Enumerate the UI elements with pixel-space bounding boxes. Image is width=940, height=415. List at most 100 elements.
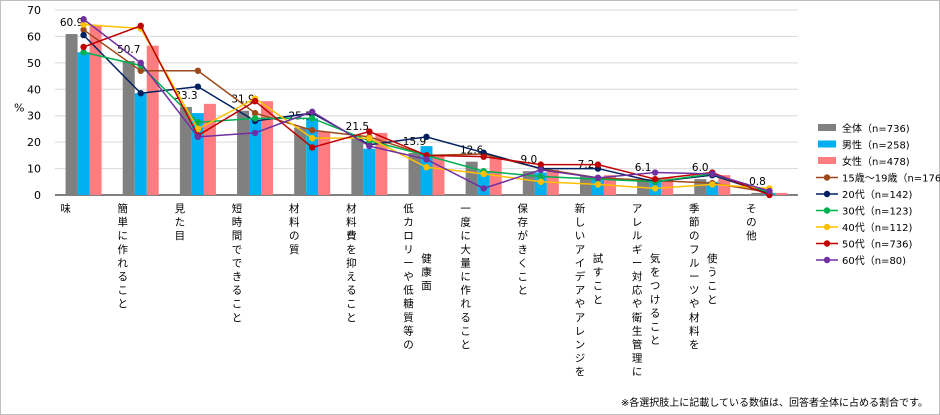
x-category-char: 気 [650, 252, 661, 265]
bar [89, 25, 102, 195]
x-category-char: 材 [289, 202, 300, 215]
legend-label: 15歳～19歳（n=176) [842, 173, 940, 185]
y-tick-label: 50 [27, 57, 41, 70]
bar [432, 155, 445, 195]
bar [751, 192, 764, 195]
bar [122, 61, 135, 195]
x-category-char: き [232, 271, 243, 283]
x-category-char: 応 [632, 284, 643, 297]
x-category-char: 他 [746, 229, 757, 242]
legend-marker [823, 223, 831, 231]
x-category-char: 理 [632, 353, 643, 365]
line-marker [80, 49, 87, 56]
x-category-char: に [117, 230, 128, 242]
line-marker [194, 125, 202, 133]
x-category-char: 費 [346, 229, 357, 242]
x-category-char: 料 [289, 216, 300, 229]
x-category-char: ー [689, 271, 700, 283]
line-marker [423, 133, 430, 141]
y-tick-label: 0 [34, 189, 41, 202]
x-category-char: や [403, 271, 414, 283]
x-category-char: れ [460, 298, 471, 310]
x-category-char: 面 [421, 280, 432, 292]
bar [775, 192, 788, 195]
x-category-char: と [593, 294, 604, 306]
x-category-char: た [175, 217, 186, 229]
line-marker [251, 129, 259, 137]
line-marker [80, 43, 87, 51]
data-label: 0.8 [749, 176, 766, 188]
x-category-char: 作 [117, 244, 128, 256]
x-category-char: る [650, 307, 661, 319]
x-category-char: に [460, 230, 471, 242]
x-category-char: 試 [593, 252, 604, 265]
x-category-char: と [650, 335, 661, 347]
line-marker [366, 128, 373, 135]
data-label: 50.7 [117, 44, 140, 56]
legend-marker [823, 190, 831, 198]
x-category-char: こ [117, 285, 128, 297]
legend-marker [823, 174, 831, 181]
line-marker [194, 133, 202, 141]
line-marker [251, 97, 259, 105]
line-marker [594, 181, 602, 188]
x-category-char: 質 [289, 243, 300, 256]
x-category-char: が [518, 229, 529, 242]
x-category-char: 糖 [403, 297, 414, 310]
line-marker [137, 22, 144, 30]
legend-marker [823, 240, 831, 247]
x-category-char: と [707, 294, 718, 306]
x-category-char: こ [232, 298, 243, 310]
line-marker [194, 119, 202, 126]
line-marker [651, 175, 659, 183]
x-category-char: ジ [575, 353, 586, 365]
line-marker [137, 59, 144, 67]
x-category-char: 低 [403, 284, 414, 297]
x-category-char: の [689, 230, 700, 242]
x-category-char: ア [575, 312, 586, 324]
bar [318, 131, 331, 195]
x-category-char: 簡 [117, 202, 128, 215]
x-category-char: や [575, 298, 586, 310]
data-label: 31.9 [231, 94, 254, 106]
x-category-char: 料 [346, 216, 357, 229]
x-category-char: 使 [707, 252, 718, 265]
x-category-char: ア [575, 285, 586, 297]
x-category-char: で [232, 257, 243, 269]
x-category-char: 料 [689, 324, 700, 337]
line-marker [308, 108, 316, 115]
x-category-char: デ [575, 270, 586, 283]
y-tick-label: 70 [27, 4, 41, 17]
x-category-char: の [403, 339, 414, 351]
line-marker [537, 173, 545, 180]
y-tick-label: 10 [27, 163, 41, 176]
bar [65, 34, 78, 195]
legend-label: 30代（n=123) [842, 206, 913, 218]
x-category-char: リ [403, 244, 414, 256]
x-category-char: ン [575, 339, 586, 351]
line-marker [423, 156, 430, 163]
x-category-char: の [746, 217, 757, 229]
bar [694, 179, 707, 195]
x-category-char: ア [575, 244, 586, 256]
line-marker [366, 134, 373, 142]
data-label: 60.9 [60, 17, 83, 29]
bar [294, 127, 307, 195]
x-category-char: し [575, 217, 586, 229]
x-category-char: 材 [689, 311, 700, 324]
line-marker [537, 161, 545, 168]
x-category-char: き [518, 244, 529, 256]
x-category-char: 材 [346, 202, 357, 215]
x-category-char: 抑 [346, 256, 357, 269]
line-marker [308, 144, 316, 151]
legend-swatch [818, 157, 836, 164]
line-marker [651, 169, 659, 176]
line-marker [137, 90, 144, 97]
bar [179, 106, 192, 195]
bar [363, 148, 376, 195]
x-category-char: 量 [460, 257, 471, 269]
x-category-char: 大 [460, 243, 471, 256]
x-category-char: 健 [421, 253, 432, 265]
bar [203, 103, 216, 195]
y-axis-label: % [14, 102, 24, 115]
